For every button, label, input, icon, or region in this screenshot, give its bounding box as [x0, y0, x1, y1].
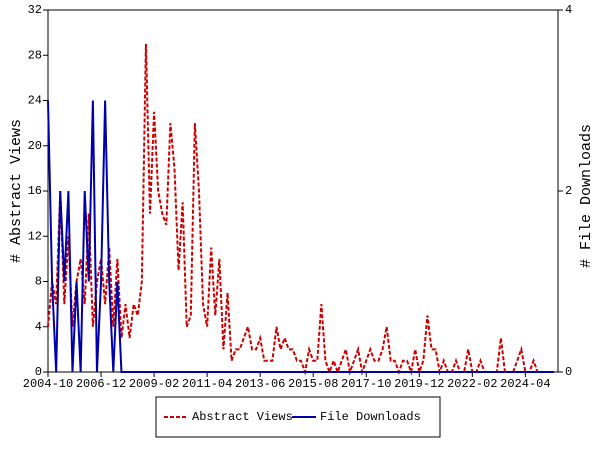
- y-tick-label: 28: [28, 48, 42, 62]
- series-line: [47, 43, 554, 376]
- x-tick-label: 2013-06: [235, 377, 285, 391]
- x-tick-label: 2017-10: [341, 377, 391, 391]
- x-tick-label: 2006-12: [76, 377, 126, 391]
- y-tick-label: 16: [28, 184, 42, 198]
- x-tick-label: 2011-04: [182, 377, 232, 391]
- y2-tick-label: 4: [565, 3, 572, 17]
- y-tick-label: 20: [28, 139, 42, 153]
- x-tick-label: 2015-08: [288, 377, 338, 391]
- y-tick-label: 24: [28, 94, 42, 108]
- legend-label: Abstract Views: [192, 410, 293, 424]
- y-axis-title: # Abstract Views: [8, 119, 25, 263]
- x-tick-label: 2004-10: [23, 377, 73, 391]
- x-tick-label: 2024-04: [500, 377, 550, 391]
- y2-tick-label: 2: [565, 184, 572, 198]
- x-tick-label: 2022-02: [447, 377, 497, 391]
- y2-axis-title: # File Downloads: [578, 124, 595, 268]
- y-tick-label: 4: [35, 320, 42, 334]
- series-line: [47, 100, 554, 373]
- y-tick-label: 0: [35, 365, 42, 379]
- y-tick-label: 12: [28, 229, 42, 243]
- y-tick-label: 8: [35, 275, 42, 289]
- y2-tick-label: 0: [565, 365, 572, 379]
- legend-label: File Downloads: [320, 410, 421, 424]
- x-tick-label: 2009-02: [129, 377, 179, 391]
- y-tick-label: 32: [28, 3, 42, 17]
- x-tick-label: 2019-12: [394, 377, 444, 391]
